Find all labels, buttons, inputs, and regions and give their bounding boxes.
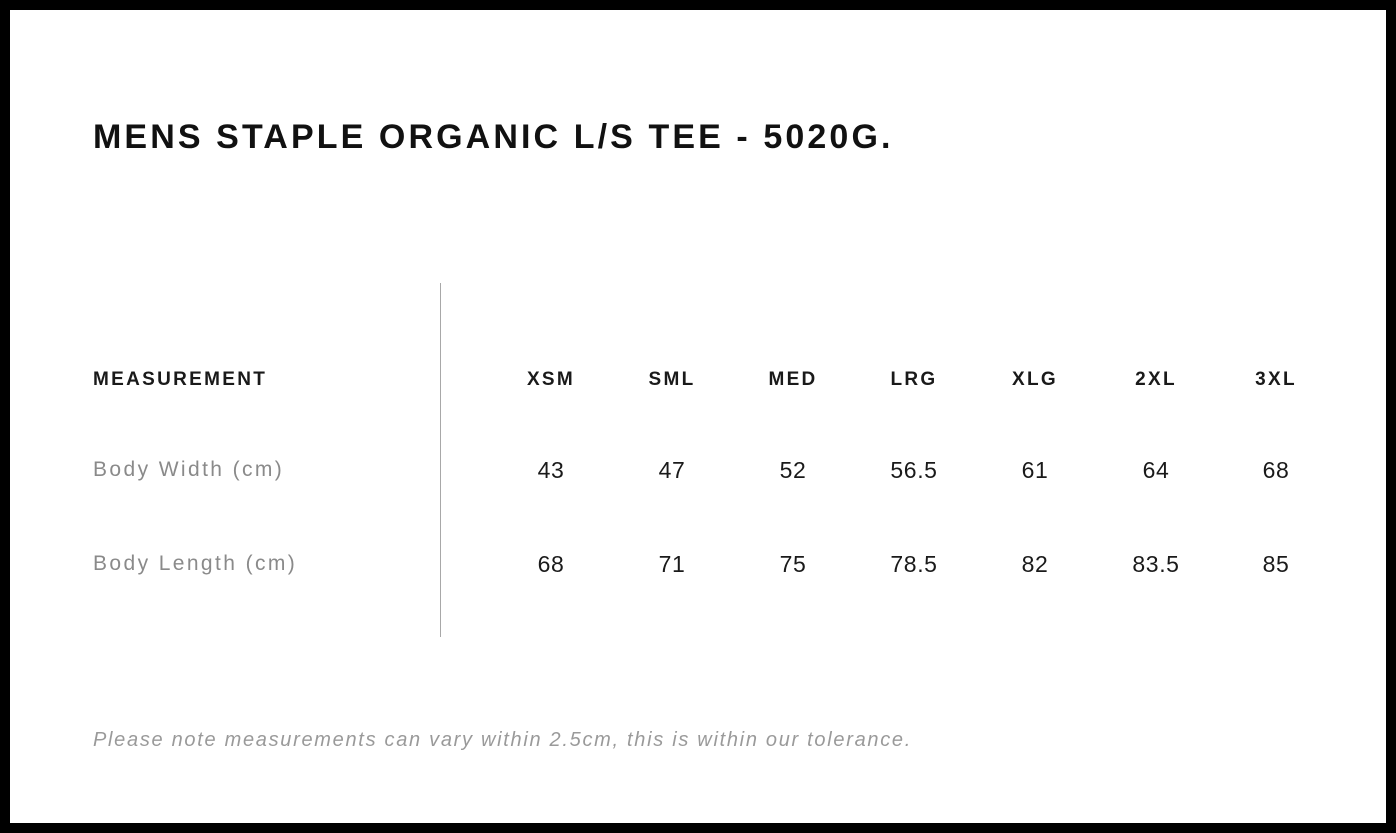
- cell-body-length-xlg: 82: [1021, 551, 1049, 577]
- row-label-body-length: Body Length (cm): [93, 552, 298, 575]
- column-header-2xl: 2XL: [1135, 369, 1177, 390]
- table-row: Body Length (cm) 68 71 75 78.5 82 83.5 8…: [10, 544, 1386, 584]
- cell-body-length-sml: 71: [658, 551, 686, 577]
- cell-body-length-lrg: 78.5: [890, 551, 938, 577]
- column-header-lrg: LRG: [890, 369, 938, 390]
- cell-body-width-sml: 47: [658, 457, 686, 483]
- column-header-3xl: 3XL: [1255, 369, 1297, 390]
- table-header-row: MEASUREMENT XSM SML MED LRG XLG 2XL 3XL: [10, 360, 1386, 400]
- cell-body-width-3xl: 68: [1262, 457, 1290, 483]
- column-header-xsm: XSM: [526, 369, 576, 390]
- column-header-measurement: MEASUREMENT: [93, 369, 268, 390]
- cell-body-length-med: 75: [779, 551, 807, 577]
- tolerance-note: Please note measurements can vary within…: [93, 729, 912, 751]
- cell-body-length-3xl: 85: [1262, 551, 1290, 577]
- column-header-xlg: XLG: [1012, 369, 1058, 390]
- cell-body-width-xlg: 61: [1021, 457, 1049, 483]
- column-header-sml: SML: [648, 369, 696, 390]
- cell-body-length-xsm: 68: [537, 551, 565, 577]
- page-title: MENS STAPLE ORGANIC L/S TEE - 5020G.: [93, 118, 894, 156]
- cell-body-width-lrg: 56.5: [890, 457, 938, 483]
- size-chart-card: MENS STAPLE ORGANIC L/S TEE - 5020G. MEA…: [10, 10, 1386, 823]
- column-divider: [440, 283, 441, 637]
- cell-body-length-2xl: 83.5: [1132, 551, 1180, 577]
- table-row: Body Width (cm) 43 47 52 56.5 61 64 68: [10, 450, 1386, 490]
- cell-body-width-2xl: 64: [1142, 457, 1170, 483]
- row-label-body-width: Body Width (cm): [93, 458, 285, 481]
- cell-body-width-med: 52: [779, 457, 807, 483]
- cell-body-width-xsm: 43: [537, 457, 565, 483]
- size-chart-table: MEASUREMENT XSM SML MED LRG XLG 2XL 3XL …: [10, 10, 1386, 823]
- column-header-med: MED: [768, 369, 818, 390]
